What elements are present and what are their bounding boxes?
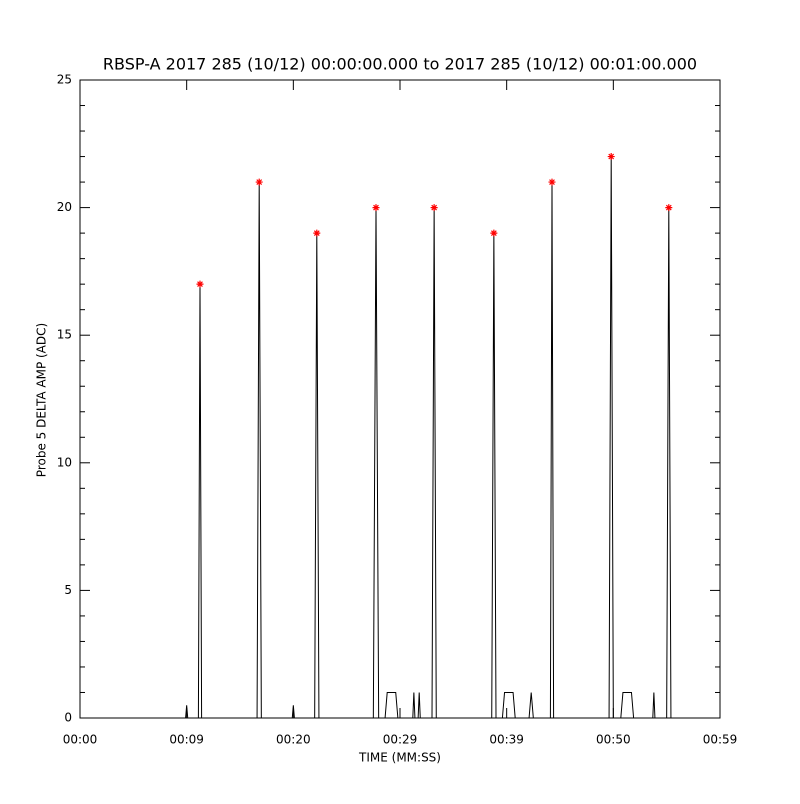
- y-tick-label: 20: [57, 200, 72, 214]
- x-tick-label: 00:09: [169, 733, 204, 747]
- y-tick-label: 5: [64, 583, 72, 597]
- plot-frame: [79, 79, 721, 719]
- chart-title: RBSP-A 2017 285 (10/12) 00:00:00.000 to …: [103, 55, 697, 74]
- x-tick-label: 00:29: [383, 733, 418, 747]
- y-axis-label: Probe 5 DELTA AMP (ADC): [35, 323, 49, 477]
- y-tick-label: 10: [57, 455, 72, 469]
- peak-marker: [196, 280, 204, 288]
- x-axis-label: TIME (MM:SS): [358, 751, 441, 765]
- peak-marker: [313, 229, 321, 237]
- peak-marker: [430, 204, 438, 212]
- peak-marker: [372, 204, 380, 212]
- peak-marker: [665, 204, 673, 212]
- x-tick-label: 00:39: [489, 733, 524, 747]
- peak-marker: [607, 153, 615, 161]
- x-tick-label: 00:20: [276, 733, 311, 747]
- peak-marker: [490, 229, 498, 237]
- peak-marker: [255, 178, 263, 186]
- y-tick-label: 25: [57, 73, 72, 87]
- y-tick-label: 0: [64, 711, 72, 725]
- peak-marker: [548, 178, 556, 186]
- x-tick-label: 00:50: [596, 733, 631, 747]
- y-tick-label: 15: [57, 328, 72, 342]
- x-tick-label: 00:59: [703, 733, 738, 747]
- x-tick-label: 00:00: [63, 733, 98, 747]
- data-line: [80, 156, 720, 719]
